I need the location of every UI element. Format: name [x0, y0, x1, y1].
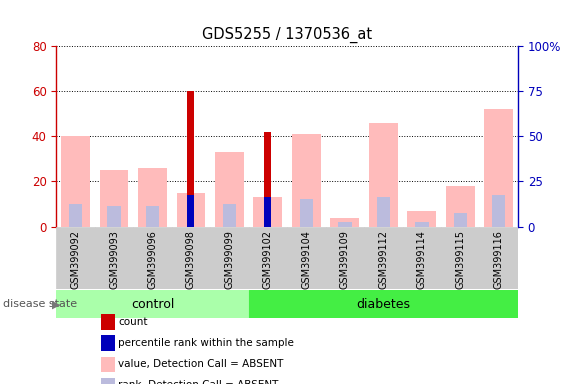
Bar: [492, 195, 506, 227]
Bar: [133, 227, 172, 289]
Text: GSM399098: GSM399098: [186, 230, 196, 288]
Bar: [446, 186, 475, 227]
Bar: [100, 170, 128, 227]
Bar: [325, 227, 364, 289]
Text: diabetes: diabetes: [356, 298, 410, 311]
Bar: [292, 134, 321, 227]
Bar: [69, 204, 82, 227]
Bar: [338, 222, 351, 227]
Bar: [61, 136, 90, 227]
Text: GSM399114: GSM399114: [417, 230, 427, 288]
Bar: [172, 227, 210, 289]
Bar: [249, 290, 518, 318]
Text: rank, Detection Call = ABSENT: rank, Detection Call = ABSENT: [118, 380, 279, 384]
Bar: [210, 227, 249, 289]
Bar: [95, 227, 133, 289]
Bar: [265, 197, 271, 227]
Title: GDS5255 / 1370536_at: GDS5255 / 1370536_at: [202, 27, 372, 43]
Text: GSM399099: GSM399099: [225, 230, 234, 288]
Text: percentile rank within the sample: percentile rank within the sample: [118, 338, 294, 348]
Bar: [415, 222, 428, 227]
Text: control: control: [131, 298, 174, 311]
Bar: [108, 206, 120, 227]
Bar: [56, 227, 95, 289]
Text: GSM399109: GSM399109: [340, 230, 350, 288]
Text: GSM399096: GSM399096: [148, 230, 158, 288]
Text: GSM399092: GSM399092: [70, 230, 81, 289]
Bar: [56, 290, 249, 318]
Bar: [330, 217, 359, 227]
Bar: [377, 197, 390, 227]
Text: GSM399102: GSM399102: [263, 230, 273, 289]
Bar: [484, 109, 513, 227]
Bar: [187, 91, 194, 227]
Text: GSM399115: GSM399115: [455, 230, 465, 289]
Bar: [177, 193, 205, 227]
Bar: [223, 204, 236, 227]
Bar: [364, 227, 403, 289]
Bar: [253, 197, 282, 227]
Bar: [146, 206, 159, 227]
Bar: [265, 132, 271, 227]
Text: ▶: ▶: [52, 299, 61, 310]
Text: GSM399093: GSM399093: [109, 230, 119, 288]
Bar: [403, 227, 441, 289]
Text: count: count: [118, 317, 148, 327]
Text: value, Detection Call = ABSENT: value, Detection Call = ABSENT: [118, 359, 284, 369]
Bar: [369, 123, 397, 227]
Text: GSM399112: GSM399112: [378, 230, 388, 289]
Bar: [287, 227, 325, 289]
Text: disease state: disease state: [3, 299, 77, 310]
Bar: [138, 168, 167, 227]
Bar: [187, 195, 194, 227]
Bar: [454, 213, 467, 227]
Bar: [408, 211, 436, 227]
Bar: [300, 200, 313, 227]
Bar: [215, 152, 244, 227]
Text: GSM399116: GSM399116: [494, 230, 504, 288]
Bar: [480, 227, 518, 289]
Text: GSM399104: GSM399104: [301, 230, 311, 288]
Bar: [249, 227, 287, 289]
Bar: [441, 227, 480, 289]
